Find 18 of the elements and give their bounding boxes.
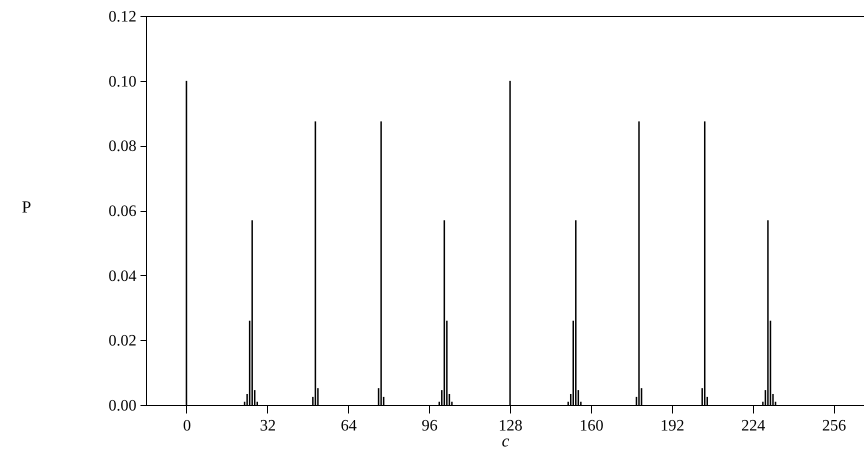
x-tick-label: 32 [260,418,276,434]
x-tick-label: 160 [579,418,604,434]
x-axis-title: c [502,432,510,450]
x-tick-label: 64 [340,418,357,434]
x-tick-label: 128 [498,418,523,434]
y-tick-label: 0.02 [108,332,136,350]
y-axis-title: P [22,198,32,216]
x-tick-label: 192 [660,418,684,434]
y-tick-label: 0.08 [108,138,136,156]
y-tick-label: 0.12 [108,8,136,26]
x-tick-label: 224 [741,418,766,434]
x-tick-label: 256 [822,418,846,434]
x-tick-label: 0 [182,418,191,434]
y-tick-label: 0.00 [108,398,136,414]
y-tick-label: 0.06 [108,203,136,220]
y-tick-label: 0.10 [108,73,136,90]
x-tick-label: 96 [422,418,438,434]
y-tick-label: 0.04 [108,268,136,285]
